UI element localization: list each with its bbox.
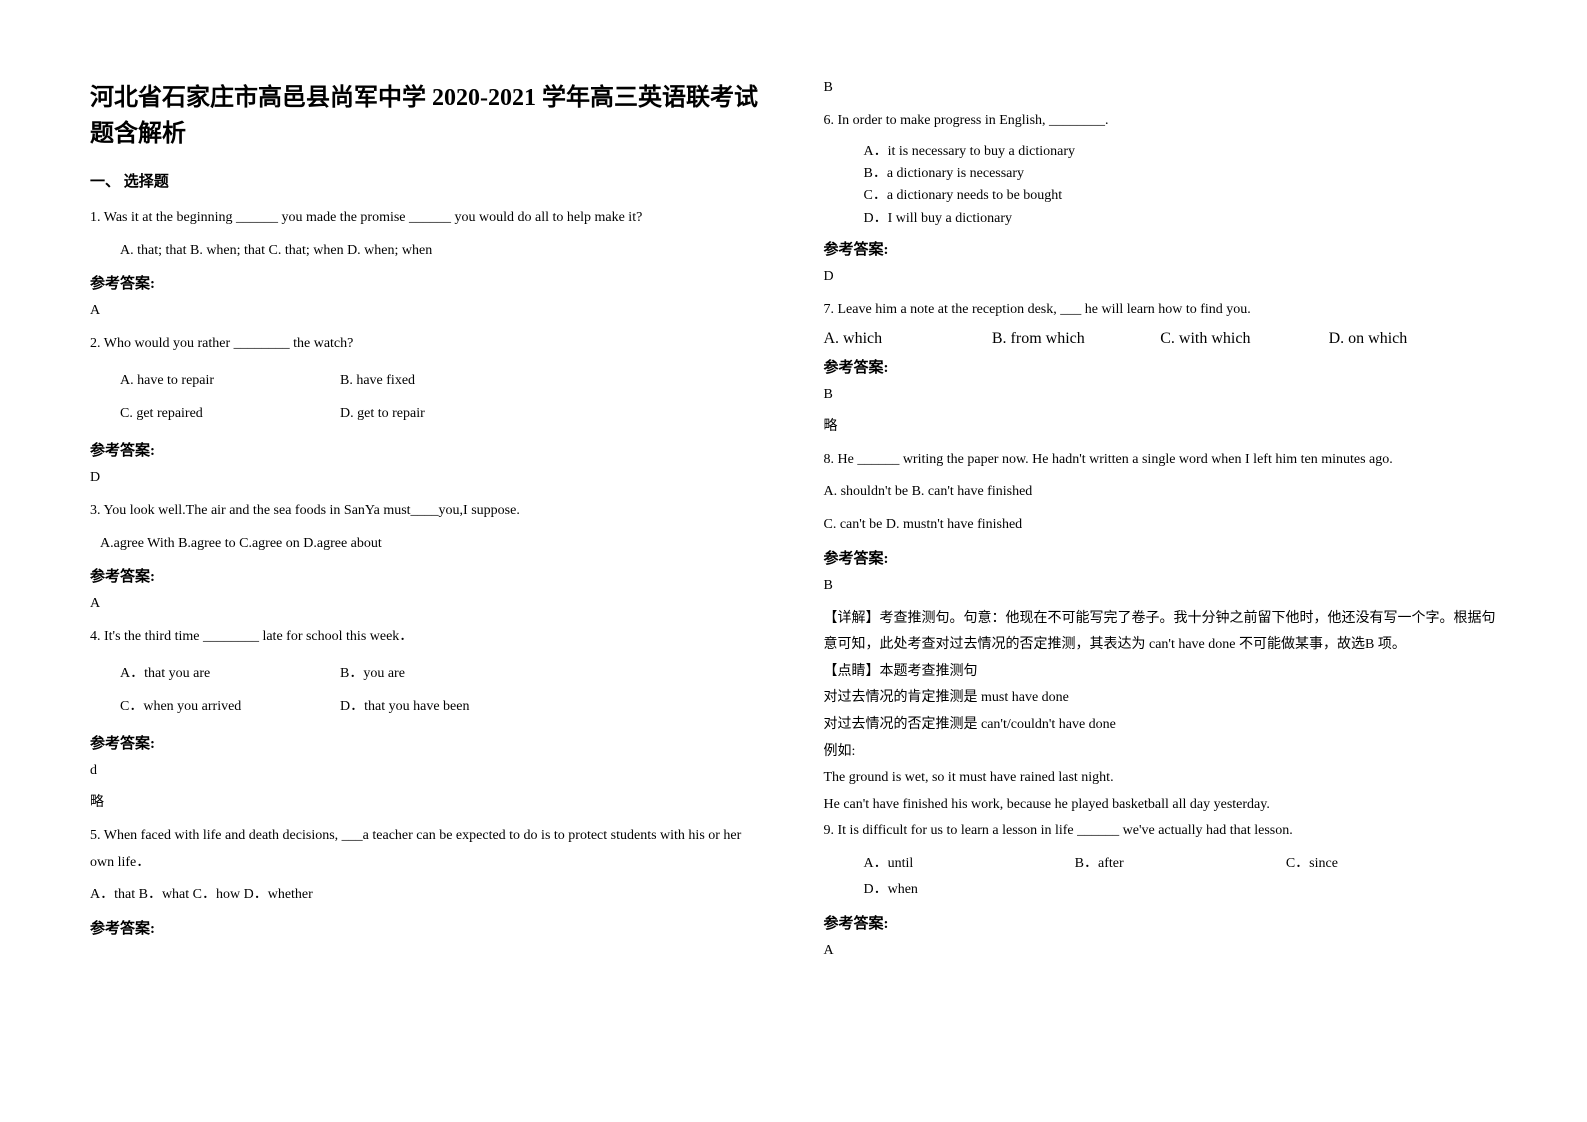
answer-label: 参考答案: xyxy=(824,238,1498,259)
document-page: 河北省石家庄市高邑县尚军中学 2020-2021 学年高三英语联考试题含解析 一… xyxy=(90,80,1497,971)
omit-text: 略 xyxy=(824,415,1498,435)
document-title: 河北省石家庄市高邑县尚军中学 2020-2021 学年高三英语联考试题含解析 xyxy=(90,80,764,152)
question-4-answer: d xyxy=(90,763,764,779)
answer-label: 参考答案: xyxy=(90,439,764,460)
q8-explain-7: He can't have finished his work, because… xyxy=(824,792,1498,819)
omit-text: 略 xyxy=(90,791,764,811)
question-3-text: 3. You look well.The air and the sea foo… xyxy=(90,498,764,525)
q8-explain-3: 对过去情况的肯定推测是 must have done xyxy=(824,685,1498,712)
question-3-answer: A xyxy=(90,596,764,612)
q2-opt-a: A. have to repair xyxy=(120,364,340,398)
q8-explain-2: 【点睛】本题考查推测句 xyxy=(824,659,1498,686)
answer-label: 参考答案: xyxy=(90,272,764,293)
question-5-options: A．that B．what C．how D．whether xyxy=(90,882,764,909)
answer-label: 参考答案: xyxy=(824,356,1498,377)
question-4-options-row1: A．that you are B．you are xyxy=(90,657,764,691)
question-9-text: 9. It is difficult for us to learn a les… xyxy=(824,818,1498,845)
q7-opt-b: B. from which xyxy=(992,330,1160,348)
question-8-text: 8. He ______ writing the paper now. He h… xyxy=(824,447,1498,474)
q9-opt-a: A．until xyxy=(864,851,1075,878)
q4-opt-a: A．that you are xyxy=(120,657,340,691)
question-7-answer: B xyxy=(824,387,1498,403)
question-9-options-row2: D．when xyxy=(824,877,1498,904)
question-6-options: A．it is necessary to buy a dictionary B．… xyxy=(824,141,1498,231)
question-7-options: A. which B. from which C. with which D. … xyxy=(824,330,1498,348)
question-8-answer: B xyxy=(824,578,1498,594)
q7-opt-a: A. which xyxy=(824,330,992,348)
q7-opt-d: D. on which xyxy=(1329,330,1497,348)
question-2-options-row2: C. get repaired D. get to repair xyxy=(90,397,764,431)
answer-label: 参考答案: xyxy=(90,565,764,586)
question-8-opts-line2: C. can't be D. mustn't have finished xyxy=(824,512,1498,539)
q7-opt-c: C. with which xyxy=(1160,330,1328,348)
q6-opt-a: A．it is necessary to buy a dictionary xyxy=(864,141,1498,163)
question-6-answer: D xyxy=(824,269,1498,285)
q2-opt-c: C. get repaired xyxy=(120,397,340,431)
question-1-answer: A xyxy=(90,303,764,319)
question-6-text: 6. In order to make progress in English,… xyxy=(824,108,1498,135)
q9-opt-c: C．since xyxy=(1286,851,1497,878)
question-5-answer: B xyxy=(824,80,1498,96)
q8-explain-1: 【详解】考查推测句。句意：他现在不可能写完了卷子。我十分钟之前留下他时，他还没有… xyxy=(824,606,1498,659)
question-2-options-row1: A. have to repair B. have fixed xyxy=(90,364,764,398)
q9-opt-d: D．when xyxy=(864,877,1075,904)
q4-opt-b: B．you are xyxy=(340,657,405,691)
question-1-text: 1. Was it at the beginning ______ you ma… xyxy=(90,205,764,232)
answer-label: 参考答案: xyxy=(90,732,764,753)
q6-opt-d: D．I will buy a dictionary xyxy=(864,208,1498,230)
question-2-text: 2. Who would you rather ________ the wat… xyxy=(90,331,764,358)
answer-label: 参考答案: xyxy=(90,917,764,938)
question-3-options: A.agree With B.agree to C.agree on D.agr… xyxy=(90,531,764,558)
answer-label: 参考答案: xyxy=(824,912,1498,933)
question-2-answer: D xyxy=(90,470,764,486)
q4-opt-c: C．when you arrived xyxy=(120,690,340,724)
q8-explain-5: 例如: xyxy=(824,739,1498,766)
q2-opt-b: B. have fixed xyxy=(340,364,415,398)
q4-opt-d: D．that you have been xyxy=(340,690,469,724)
q6-opt-c: C．a dictionary needs to be bought xyxy=(864,185,1498,207)
question-7-text: 7. Leave him a note at the reception des… xyxy=(824,297,1498,324)
q9-opt-b: B．after xyxy=(1075,851,1286,878)
right-column: B 6. In order to make progress in Englis… xyxy=(824,80,1498,971)
section-header: 一、 选择题 xyxy=(90,170,764,191)
question-1-options: A. that; that B. when; that C. that; whe… xyxy=(90,238,764,265)
question-5-text: 5. When faced with life and death decisi… xyxy=(90,823,764,876)
q6-opt-b: B．a dictionary is necessary xyxy=(864,163,1498,185)
answer-label: 参考答案: xyxy=(824,547,1498,568)
question-8-opts-line1: A. shouldn't be B. can't have finished xyxy=(824,479,1498,506)
q8-explain-6: The ground is wet, so it must have raine… xyxy=(824,765,1498,792)
left-column: 河北省石家庄市高邑县尚军中学 2020-2021 学年高三英语联考试题含解析 一… xyxy=(90,80,764,971)
question-4-options-row2: C．when you arrived D．that you have been xyxy=(90,690,764,724)
q8-explain-4: 对过去情况的否定推测是 can't/couldn't have done xyxy=(824,712,1498,739)
question-9-answer: A xyxy=(824,943,1498,959)
q2-opt-d: D. get to repair xyxy=(340,397,425,431)
question-9-options-row1: A．until B．after C．since xyxy=(824,851,1498,878)
question-4-text: 4. It's the third time ________ late for… xyxy=(90,624,764,651)
